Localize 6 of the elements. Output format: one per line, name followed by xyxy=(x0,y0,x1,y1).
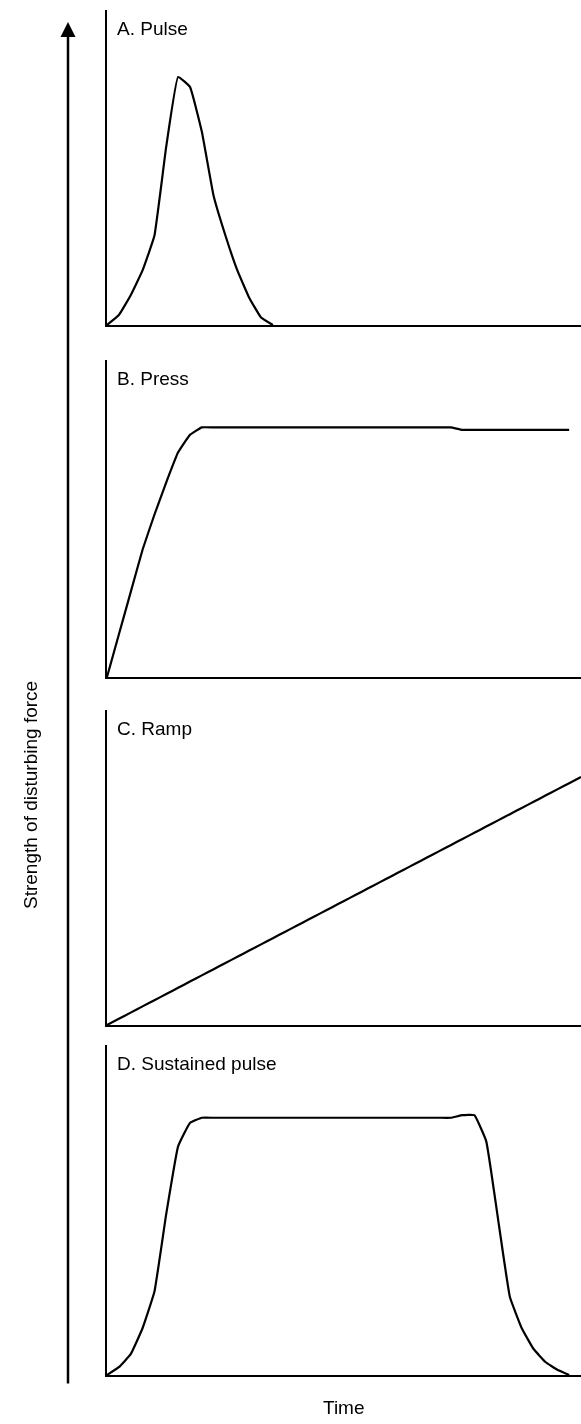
y-axis-title: Strength of disturbing force xyxy=(20,680,41,909)
x-axis-title: Time xyxy=(323,1397,365,1418)
chart-title: D. Sustained pulse xyxy=(117,1053,277,1074)
chart-title: A. Pulse xyxy=(117,18,188,39)
chart-title: B. Press xyxy=(117,368,189,389)
chart-title: C. Ramp xyxy=(117,718,192,739)
